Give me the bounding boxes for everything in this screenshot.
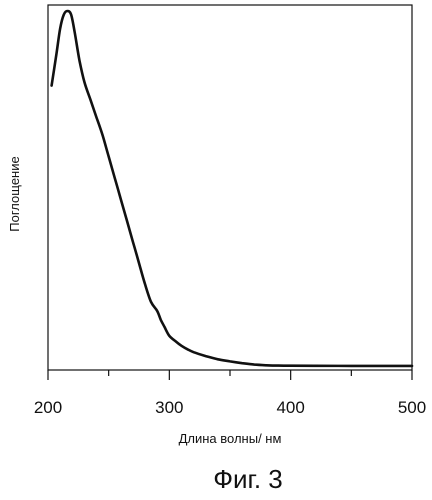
- x-tick-label: 500: [398, 398, 426, 417]
- figure-caption: Фиг. 3: [213, 464, 283, 494]
- plot-frame: [48, 5, 412, 370]
- x-tick-label: 300: [155, 398, 183, 417]
- x-tick-label: 400: [276, 398, 304, 417]
- x-axis-ticks: 200 300 400 500: [34, 370, 426, 417]
- x-tick-label: 200: [34, 398, 62, 417]
- x-axis-label: Длина волны/ нм: [179, 431, 282, 446]
- y-axis-label: Поглощение: [7, 156, 22, 231]
- absorbance-curve: [52, 11, 412, 366]
